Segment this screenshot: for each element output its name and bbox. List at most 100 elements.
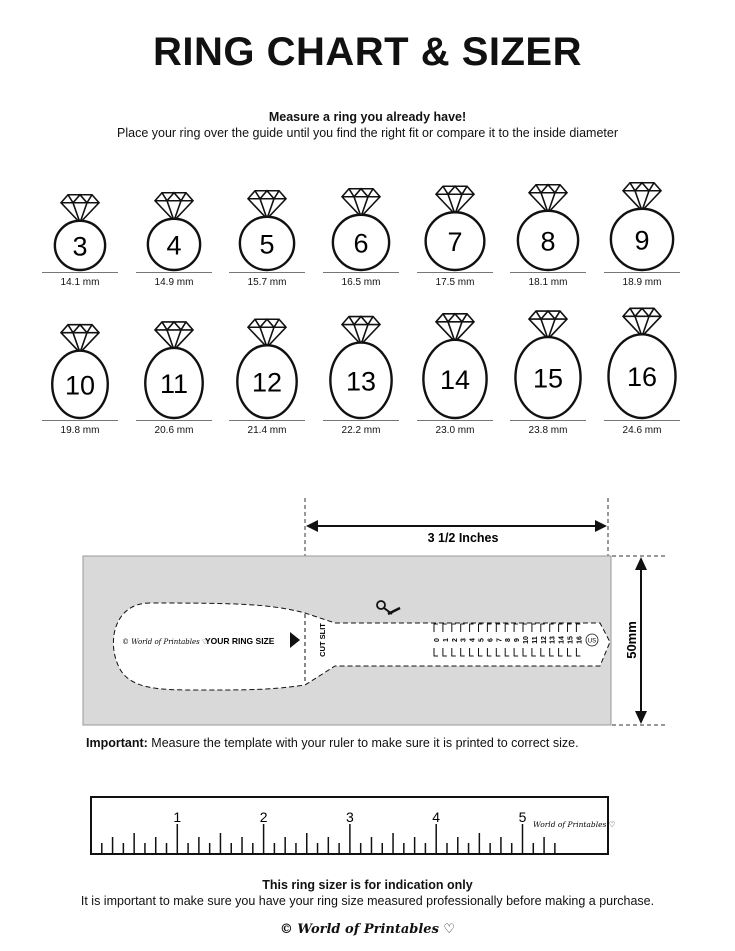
scale-number: 16 <box>576 636 583 644</box>
ring-icon: 14 <box>422 312 488 420</box>
scissors-icon <box>376 600 401 616</box>
pointer-arrow-icon <box>290 632 300 648</box>
scale-tick <box>513 623 519 632</box>
ruler-number: 1 <box>173 809 181 825</box>
ring-icon: 8 <box>516 183 580 272</box>
scale-tick <box>451 648 456 657</box>
ring-diameter: 17.5 mm <box>435 277 475 288</box>
ring-size-number: 5 <box>259 229 274 259</box>
disclaimer-text: It is important to make sure you have yo… <box>80 894 655 908</box>
ring-size-number: 9 <box>634 225 649 255</box>
scale-tick <box>486 648 492 657</box>
ruler-brand: World of Printables ♡ <box>533 820 616 829</box>
scale-number: 3 <box>461 638 468 642</box>
ring-icon: 10 <box>51 323 109 420</box>
diamond-icon <box>153 191 195 224</box>
divider <box>417 272 493 273</box>
ruler-number: 3 <box>346 809 354 825</box>
scale-tick <box>522 623 527 632</box>
divider <box>136 272 212 273</box>
ring-icon: 3 <box>53 193 107 272</box>
divider <box>229 420 305 421</box>
scale-tick <box>549 623 554 632</box>
diamond-icon <box>621 181 663 214</box>
ring-size-5: 5 15.7 mm <box>222 172 312 288</box>
scale-tick <box>531 648 536 657</box>
scale-tick <box>558 648 563 657</box>
scale-tick <box>433 648 438 657</box>
ring-size-number: 6 <box>353 228 368 258</box>
divider <box>510 420 586 421</box>
sizer-strip-outline <box>112 602 611 691</box>
height-label: 50mm <box>624 621 639 659</box>
scale-tick <box>478 623 483 632</box>
scale-number: 10 <box>523 636 530 644</box>
scale-tick <box>469 623 474 632</box>
diamond-icon <box>527 183 569 216</box>
ring-size-8: 8 18.1 mm <box>503 172 593 288</box>
ring-icon: 13 <box>329 315 393 420</box>
divider <box>417 420 493 421</box>
scale-number: 1 <box>443 638 450 642</box>
ring-size-number: 16 <box>627 362 657 392</box>
ring-size-number: 12 <box>252 368 282 398</box>
divider <box>323 420 399 421</box>
divider <box>136 420 212 421</box>
ring-size-6: 6 16.5 mm <box>316 172 406 288</box>
ruler-number: 5 <box>519 809 527 825</box>
scale-number: 7 <box>496 638 503 642</box>
ring-diameter: 14.1 mm <box>60 277 100 288</box>
ring-icon: 4 <box>146 191 202 272</box>
instructions-heading: Measure a ring you already have! <box>268 110 467 124</box>
ring-icon: 15 <box>514 309 582 420</box>
divider <box>42 272 118 273</box>
scale-tick <box>504 648 510 657</box>
inch-ruler: 1 2 3 4 5 World of Printables ♡ <box>90 796 616 855</box>
divider <box>604 272 680 273</box>
ring-size-7: 7 17.5 mm <box>410 172 500 288</box>
ring-icon: 9 <box>609 181 675 272</box>
ring-size-number: 13 <box>346 366 376 396</box>
width-label: 3 1/2 Inches <box>428 531 499 545</box>
page-title: RING CHART & SIZER <box>153 30 582 74</box>
us-label: US <box>588 639 596 645</box>
sizer-brand: © World of Printables ♡ <box>122 638 208 646</box>
scale-tick <box>495 623 501 632</box>
diamond-icon <box>621 307 663 339</box>
scale-tick <box>567 648 572 657</box>
ring-size-number: 4 <box>166 230 181 260</box>
ruler-number: 4 <box>432 809 440 825</box>
ring-diameter: 16.5 mm <box>341 277 381 288</box>
ring-size-number: 11 <box>160 369 188 399</box>
diamond-icon <box>59 193 101 226</box>
scale-tick <box>504 623 510 632</box>
scale-tick <box>575 648 581 657</box>
ring-size-number: 15 <box>533 364 563 394</box>
ring-size-14: 14 23.0 mm <box>410 300 500 436</box>
ring-size-number: 7 <box>447 227 462 257</box>
ring-size-11: 11 20.6 mm <box>129 300 219 436</box>
ring-icon: 11 <box>144 320 204 420</box>
diamond-icon <box>246 189 288 222</box>
scale-tick <box>567 623 572 632</box>
ring-diameter: 23.0 mm <box>435 425 475 436</box>
ring-diameter: 23.8 mm <box>528 425 568 436</box>
ring-size-3: 3 14.1 mm <box>35 172 125 288</box>
ring-size-15: 15 23.8 mm <box>503 300 593 436</box>
ring-diameter: 15.7 mm <box>247 277 287 288</box>
ring-icon: 6 <box>331 187 391 272</box>
scale-tick <box>451 623 456 632</box>
cut-slit-label: CUT SLIT <box>318 623 327 657</box>
ring-size-10: 10 19.8 mm <box>35 300 125 436</box>
scale-number: 0 <box>434 638 441 642</box>
scale-tick <box>513 648 519 657</box>
ring-diameter: 18.1 mm <box>528 277 568 288</box>
diamond-icon <box>340 315 382 347</box>
diamond-icon <box>340 187 382 220</box>
ring-size-number: 3 <box>72 231 87 261</box>
scale-number: 15 <box>568 636 575 644</box>
ring-size-number: 8 <box>540 226 555 256</box>
scale-tick <box>442 648 447 657</box>
ring-diameter: 18.9 mm <box>622 277 662 288</box>
